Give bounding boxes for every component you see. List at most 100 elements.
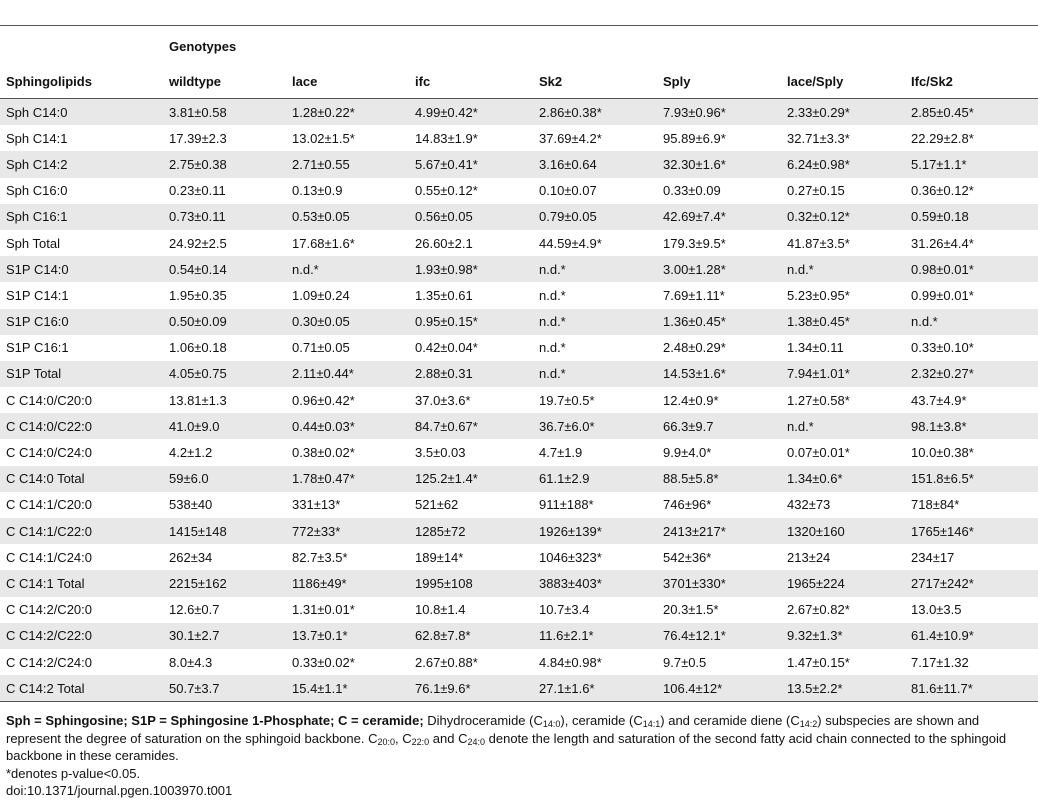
table-cell: 13.02±1.5* — [286, 125, 409, 152]
table-cell: 1926±139* — [533, 518, 657, 545]
table-cell: 0.56±0.05 — [409, 203, 533, 230]
table-cell: 1.36±0.45* — [657, 308, 781, 335]
column-header-genotype: Sk2 — [533, 64, 657, 99]
table-cell: 262±34 — [163, 544, 286, 571]
table-cell: 1.38±0.45* — [781, 308, 905, 335]
table-cell: 1.27±0.58* — [781, 387, 905, 414]
table-row: C C14:0/C22:0 41.0±9.0 0.44±0.03* 84.7±0.67… — [0, 413, 1038, 440]
table-row: Sph C16:1 0.73±0.11 0.53±0.05 0.56±0.05 0.79… — [0, 203, 1038, 230]
table-row: C C14:1/C20:0 538±40 331±13* 521±62 911±188*… — [0, 491, 1038, 518]
table-cell: 5.17±1.1* — [905, 151, 1038, 178]
table-cell: 1995±108 — [409, 570, 533, 597]
table-cell: 0.99±0.01* — [905, 282, 1038, 309]
table-cell: 106.4±12* — [657, 675, 781, 703]
table-cell: 3.16±0.64 — [533, 151, 657, 178]
table-cell: 1965±224 — [781, 570, 905, 597]
table-cell: 9.7±0.5 — [657, 648, 781, 676]
table-cell: n.d.* — [533, 334, 657, 361]
table-cell: 32.71±3.3* — [781, 125, 905, 152]
row-label: Sph C14:0 — [0, 98, 163, 126]
footnote-text: , C — [395, 730, 412, 746]
table-cell: n.d.* — [533, 360, 657, 388]
table-row: S1P C16:0 0.50±0.09 0.30±0.05 0.95±0.15* n.d… — [0, 308, 1038, 335]
table-cell: 1.06±0.18 — [163, 334, 286, 361]
table-footnote: Sph = Sphingosine; S1P = Sphingosine 1-P… — [0, 702, 1038, 800]
row-label: S1P C16:1 — [0, 334, 163, 361]
table-cell: 98.1±3.8* — [905, 413, 1038, 440]
table-cell: 1.09±0.24 — [286, 282, 409, 309]
table-cell: 62.8±7.8* — [409, 622, 533, 649]
table-row: S1P Total 4.05±0.75 2.11±0.44* 2.88±0.31 n.d… — [0, 360, 1038, 388]
table-cell: 0.71±0.05 — [286, 334, 409, 361]
table-cell: 2.88±0.31 — [409, 360, 533, 388]
column-header-genotype: Ifc/Sk2 — [905, 64, 1038, 99]
row-label: Sph C16:1 — [0, 203, 163, 230]
table-cell: 15.4±1.1* — [286, 675, 409, 703]
table-cell: 772±33* — [286, 518, 409, 545]
table-cell: 6.24±0.98* — [781, 151, 905, 178]
column-header-genotype: Sply — [657, 64, 781, 99]
table-cell: 4.05±0.75 — [163, 360, 286, 388]
table-cell: n.d.* — [286, 256, 409, 283]
table-cell: 151.8±6.5* — [905, 465, 1038, 492]
table-cell: 2413±217* — [657, 518, 781, 545]
table-cell: 0.42±0.04* — [409, 334, 533, 361]
table-row: C C14:2/C20:0 12.6±0.7 1.31±0.01* 10.8±1.4 1… — [0, 596, 1038, 623]
table-cell: 44.59±4.9* — [533, 229, 657, 257]
column-header-sphingolipids: Sphingolipids — [0, 64, 163, 99]
column-header-genotype: lace/Sply — [781, 64, 905, 99]
table-cell: 0.55±0.12* — [409, 177, 533, 204]
table-cell: 26.60±2.1 — [409, 229, 533, 257]
table-cell: 10.7±3.4 — [533, 596, 657, 623]
table-cell: 42.69±7.4* — [657, 203, 781, 230]
table-cell: 76.4±12.1* — [657, 622, 781, 649]
table-row: C C14:1/C24:0 262±34 82.7±3.5* 189±14* 1046±… — [0, 544, 1038, 571]
footnote-sub: 14:1 — [642, 719, 661, 730]
genotypes-label: Genotypes — [169, 38, 237, 54]
table-cell: 1.78±0.47* — [286, 465, 409, 492]
row-label: C C14:0/C22:0 — [0, 413, 163, 440]
table-cell: 66.3±9.7 — [657, 413, 781, 440]
table-cell: 41.87±3.5* — [781, 229, 905, 257]
table-cell: 718±84* — [905, 491, 1038, 518]
table-cell: 7.93±0.96* — [657, 98, 781, 126]
table-body: Sph C14:0 3.81±0.58 1.28±0.22* 4.99±0.42* 2.… — [0, 98, 1038, 703]
table-cell: 1.93±0.98* — [409, 256, 533, 283]
table-cell: 22.29±2.8* — [905, 125, 1038, 152]
footnote-doi: doi:10.1371/journal.pgen.1003970.t001 — [6, 783, 233, 799]
table-cell: 14.83±1.9* — [409, 125, 533, 152]
table-row: C C14:0/C24:0 4.2±1.2 0.38±0.02* 3.5±0.03 4.… — [0, 439, 1038, 466]
footnote-text: ) and ceramide diene (C — [660, 713, 800, 729]
table-cell: 2.32±0.27* — [905, 360, 1038, 388]
footnote-text: denote the length and saturation of the … — [6, 730, 1007, 764]
table-row: C C14:0/C20:0 13.81±1.3 0.96±0.42* 37.0±3.6… — [0, 387, 1038, 414]
row-label: C C14:0 Total — [0, 465, 163, 492]
footnote-sub: 14:0 — [542, 719, 561, 730]
table-cell: 30.1±2.7 — [163, 622, 286, 649]
row-label: C C14:0/C20:0 — [0, 387, 163, 414]
column-header-genotype: lace — [286, 64, 409, 99]
table-cell: 37.69±4.2* — [533, 125, 657, 152]
table-cell: 746±96* — [657, 491, 781, 518]
table-cell: 32.30±1.6* — [657, 151, 781, 178]
table-row: C C14:1 Total 2215±162 1186±49* 1995±108 388… — [0, 570, 1038, 597]
table-cell: 2215±162 — [163, 570, 286, 597]
table-cell: 19.7±0.5* — [533, 387, 657, 414]
table-cell: 1415±148 — [163, 518, 286, 545]
table-cell: 11.6±2.1* — [533, 622, 657, 649]
table-cell: 1.28±0.22* — [286, 98, 409, 126]
table-cell: 31.26±4.4* — [905, 229, 1038, 257]
footnote-abbrev-bold: Sph = Sphingosine; S1P = Sphingosine 1-P… — [6, 713, 424, 729]
table-cell: 9.9±4.0* — [657, 439, 781, 466]
table-cell: 234±17 — [905, 544, 1038, 571]
table-cell: 1.31±0.01* — [286, 596, 409, 623]
table-cell: 14.53±1.6* — [657, 360, 781, 388]
table-cell: 7.17±1.32 — [905, 648, 1038, 676]
table-cell: 3.5±0.03 — [409, 439, 533, 466]
table-row: S1P C14:1 1.95±0.35 1.09±0.24 1.35±0.61 n.d.… — [0, 282, 1038, 309]
table-cell: 213±24 — [781, 544, 905, 571]
table-cell: 1.34±0.11 — [781, 334, 905, 361]
table-row: S1P C14:0 0.54±0.14 n.d.* 1.93±0.98* n.d.* 3.… — [0, 256, 1038, 283]
row-label: Sph C14:1 — [0, 125, 163, 152]
